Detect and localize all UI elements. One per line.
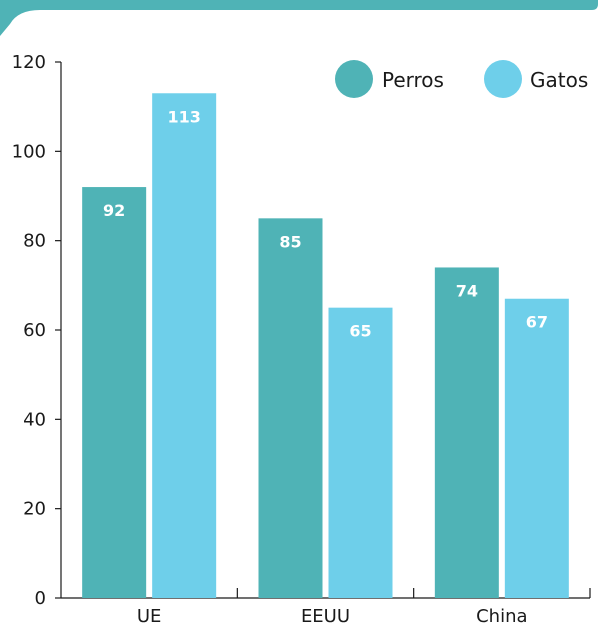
- y-tick-label: 60: [23, 320, 46, 341]
- data-label: 65: [349, 322, 371, 341]
- bar-gatos-ue: [152, 93, 217, 599]
- legend-label-perros: Perros: [382, 68, 444, 92]
- y-tick-label: 40: [23, 409, 46, 430]
- y-tick-label: 20: [23, 499, 46, 520]
- bars: 92 113 85 65 74 67: [82, 93, 569, 599]
- x-tick-label: EEUU: [301, 606, 350, 626]
- legend-label-gatos: Gatos: [530, 68, 588, 92]
- bar-perros-eeuu: [258, 218, 323, 599]
- x-axis-labels: UE EEUU China: [137, 588, 591, 626]
- bar-gatos-china: [504, 298, 569, 598]
- data-label: 85: [279, 232, 301, 251]
- bar-perros-ue: [82, 187, 147, 599]
- bar-gatos-eeuu: [328, 307, 393, 598]
- bar-perros-china: [434, 267, 499, 598]
- y-tick-label: 120: [12, 52, 46, 73]
- x-tick-label: UE: [137, 606, 162, 626]
- y-tick-label: 100: [12, 141, 46, 162]
- y-tick-label: 0: [35, 588, 46, 609]
- data-label: 67: [526, 313, 548, 332]
- y-axis-ticks: 0 20 40 60 80 100 120: [12, 52, 61, 609]
- x-tick-label: China: [476, 606, 527, 626]
- data-label: 113: [167, 107, 200, 126]
- legend-swatch-gatos: [484, 60, 522, 98]
- data-label: 92: [103, 201, 125, 220]
- header-bar: [0, 0, 598, 36]
- y-tick-label: 80: [23, 231, 46, 252]
- legend-swatch-perros: [335, 60, 373, 98]
- legend: Perros Gatos: [335, 60, 588, 98]
- data-label: 74: [456, 281, 478, 300]
